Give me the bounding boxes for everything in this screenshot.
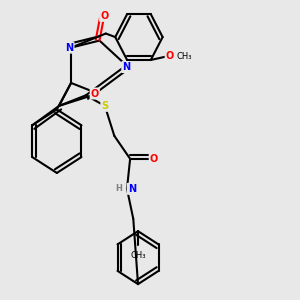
Text: O: O xyxy=(100,11,108,21)
Text: CH₃: CH₃ xyxy=(176,52,192,61)
Text: CH₃: CH₃ xyxy=(130,250,146,260)
Text: S: S xyxy=(101,101,108,111)
Text: O: O xyxy=(150,154,158,164)
Text: N: N xyxy=(65,43,74,52)
Text: N: N xyxy=(122,62,130,72)
Text: N: N xyxy=(128,184,136,194)
Text: O: O xyxy=(91,88,99,98)
Text: O: O xyxy=(166,52,174,61)
Text: H: H xyxy=(116,184,122,193)
